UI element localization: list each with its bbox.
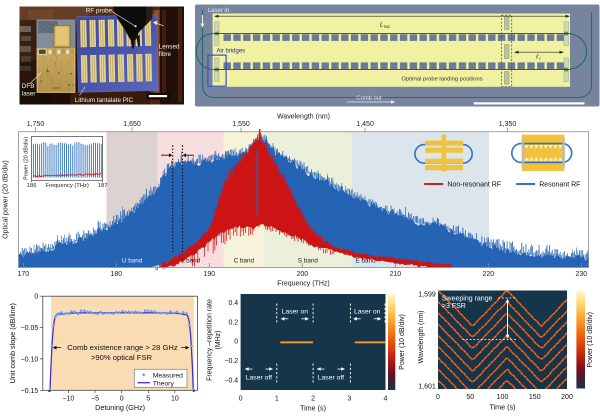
svg-text:Comb out: Comb out bbox=[356, 95, 382, 101]
svg-text:Resonant RF: Resonant RF bbox=[539, 182, 580, 189]
svg-text:5: 5 bbox=[146, 396, 150, 403]
svg-text:0: 0 bbox=[436, 394, 440, 401]
svg-text:>90% optical FSR: >90% optical FSR bbox=[91, 353, 153, 362]
svg-text:Lensed: Lensed bbox=[159, 44, 180, 51]
svg-text:180: 180 bbox=[110, 271, 122, 278]
svg-text:1,599: 1,599 bbox=[418, 292, 436, 299]
svg-text:1,750: 1,750 bbox=[27, 121, 45, 128]
svg-text:187: 187 bbox=[98, 183, 108, 189]
svg-text:Lithium tantalate PIC: Lithium tantalate PIC bbox=[75, 97, 134, 104]
svg-text:rac: rac bbox=[384, 24, 391, 29]
svg-text:Air bridges: Air bridges bbox=[217, 48, 246, 54]
svg-text:−10: −10 bbox=[62, 396, 74, 403]
svg-text:0: 0 bbox=[120, 396, 124, 403]
svg-text:150: 150 bbox=[529, 394, 541, 401]
svg-text:200: 200 bbox=[561, 394, 573, 401]
svg-text:r: r bbox=[539, 56, 541, 61]
svg-text:−5: −5 bbox=[91, 396, 99, 403]
svg-text:Power (10 dB/div): Power (10 dB/div) bbox=[587, 312, 594, 368]
svg-text:ℓ: ℓ bbox=[535, 54, 539, 61]
svg-text:190: 190 bbox=[203, 271, 215, 278]
svg-text:Detuning (GHz): Detuning (GHz) bbox=[95, 403, 145, 412]
svg-text:Unit comb slope (dB/line): Unit comb slope (dB/line) bbox=[8, 303, 17, 383]
svg-text:−0.4: −0.4 bbox=[224, 377, 238, 384]
svg-text:−0.10: −0.10 bbox=[21, 356, 39, 363]
svg-text:Laser off: Laser off bbox=[246, 375, 272, 382]
svg-text:3: 3 bbox=[347, 395, 351, 402]
svg-text:Sweeping range: Sweeping range bbox=[442, 295, 493, 302]
svg-text:0: 0 bbox=[34, 294, 38, 301]
svg-text:Wavelength (nm): Wavelength (nm) bbox=[277, 113, 330, 120]
svg-text:2: 2 bbox=[311, 395, 315, 402]
svg-text:L band: L band bbox=[181, 258, 201, 265]
svg-text:0: 0 bbox=[234, 339, 238, 346]
svg-text:100: 100 bbox=[497, 394, 509, 401]
svg-text:Comb existence range > 28 GHz: Comb existence range > 28 GHz bbox=[67, 343, 178, 352]
svg-text:0.2: 0.2 bbox=[228, 319, 238, 326]
svg-text:4: 4 bbox=[384, 395, 388, 402]
svg-text:230: 230 bbox=[575, 271, 587, 278]
svg-text:Laser on: Laser on bbox=[354, 309, 381, 316]
svg-text:186: 186 bbox=[27, 183, 37, 189]
svg-text:0: 0 bbox=[239, 395, 243, 402]
svg-text:C band: C band bbox=[234, 258, 255, 265]
svg-text:Frequency (THz): Frequency (THz) bbox=[277, 281, 330, 288]
svg-text:1: 1 bbox=[275, 395, 279, 402]
svg-text:Laser in: Laser in bbox=[208, 8, 229, 14]
svg-text:Measured: Measured bbox=[153, 372, 183, 379]
svg-text:1,350: 1,350 bbox=[499, 121, 517, 128]
svg-text:-6/07: -6/07 bbox=[52, 87, 60, 91]
svg-text:Optical power (20 dB/div): Optical power (20 dB/div) bbox=[3, 160, 10, 239]
svg-text:Wavelength (nm): Wavelength (nm) bbox=[418, 310, 425, 363]
svg-text:1,601: 1,601 bbox=[418, 383, 436, 390]
svg-text:RF probe: RF probe bbox=[86, 8, 113, 15]
svg-text:S band: S band bbox=[298, 258, 318, 265]
svg-text:Frequency –repetition rate: Frequency –repetition rate bbox=[206, 299, 213, 381]
svg-text:1,450: 1,450 bbox=[356, 121, 374, 128]
svg-text:−0.15: −0.15 bbox=[21, 388, 39, 395]
svg-text:0.4: 0.4 bbox=[228, 300, 238, 307]
svg-text:170: 170 bbox=[17, 271, 29, 278]
svg-text:−0.2: −0.2 bbox=[224, 358, 238, 365]
svg-text:200: 200 bbox=[296, 271, 308, 278]
svg-text:10: 10 bbox=[171, 396, 179, 403]
svg-text:E band: E band bbox=[356, 258, 376, 265]
svg-text:−0.05: −0.05 bbox=[21, 325, 39, 332]
svg-text:(MHz): (MHz) bbox=[215, 330, 222, 349]
svg-text:220: 220 bbox=[482, 271, 494, 278]
svg-text:fibre: fibre bbox=[159, 51, 172, 58]
svg-text:Theory: Theory bbox=[153, 380, 175, 387]
svg-text:U band: U band bbox=[122, 258, 143, 265]
svg-text:>3 FSR: >3 FSR bbox=[442, 303, 466, 310]
svg-text:L: L bbox=[380, 22, 384, 29]
svg-text:1,650: 1,650 bbox=[123, 121, 141, 128]
svg-text:1,550: 1,550 bbox=[232, 121, 250, 128]
svg-text:210: 210 bbox=[389, 271, 401, 278]
svg-text:Optimal probe landing position: Optimal probe landing positions bbox=[401, 77, 482, 83]
svg-text:Time (s): Time (s) bbox=[489, 402, 515, 411]
svg-text:laser: laser bbox=[22, 90, 36, 97]
svg-text:50: 50 bbox=[466, 394, 474, 401]
svg-text:Laser off: Laser off bbox=[318, 375, 344, 382]
svg-text:Power (10 dB/div): Power (10 dB/div) bbox=[399, 314, 406, 370]
svg-text:Power (20 dB/div): Power (20 dB/div) bbox=[23, 137, 29, 180]
svg-text:Laser on: Laser on bbox=[282, 309, 309, 316]
svg-text:Non-resonant RF: Non-resonant RF bbox=[447, 182, 501, 189]
svg-text:DFB: DFB bbox=[22, 83, 35, 90]
svg-text:Frequency (THz): Frequency (THz) bbox=[45, 183, 89, 189]
svg-text:Time (s): Time (s) bbox=[300, 404, 326, 413]
